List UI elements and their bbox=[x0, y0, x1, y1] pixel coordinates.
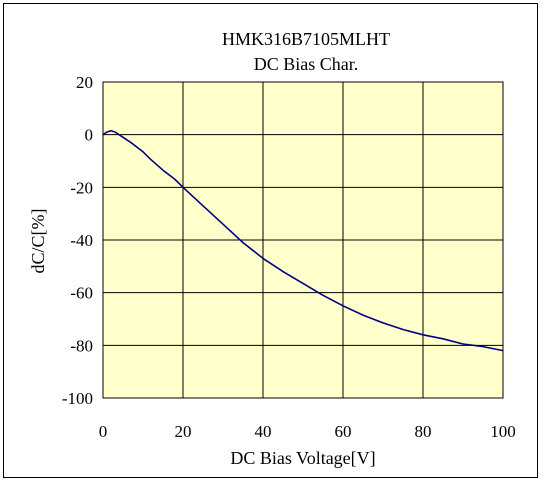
y-tick-label: -40 bbox=[70, 231, 93, 250]
x-axis-label: DC Bias Voltage[V] bbox=[230, 448, 375, 468]
y-tick-label: -60 bbox=[70, 284, 93, 303]
x-tick-label: 0 bbox=[99, 422, 108, 441]
tick-labels: 0 20 40 60 80 100 20 0 -20 -40 -60 -80 -100 bbox=[62, 73, 516, 441]
y-tick-label: 0 bbox=[85, 126, 94, 145]
y-axis-label: dC/C[%] bbox=[28, 209, 48, 274]
y-tick-label: -20 bbox=[70, 178, 93, 197]
grid-lines bbox=[103, 82, 503, 398]
x-tick-label: 80 bbox=[415, 422, 432, 441]
x-tick-label: 60 bbox=[335, 422, 352, 441]
chart-title: HMK316B7105MLHT bbox=[222, 29, 390, 49]
y-tick-label: 20 bbox=[76, 73, 93, 92]
y-tick-label: -100 bbox=[62, 389, 93, 408]
series-layer bbox=[102, 81, 504, 399]
plot-border bbox=[102, 81, 504, 399]
x-tick-label: 100 bbox=[490, 422, 516, 441]
x-tick-label: 40 bbox=[255, 422, 272, 441]
chart-subtitle: DC Bias Char. bbox=[254, 54, 359, 74]
series-line bbox=[102, 129, 504, 352]
y-tick-label: -80 bbox=[70, 336, 93, 355]
x-tick-label: 20 bbox=[175, 422, 192, 441]
